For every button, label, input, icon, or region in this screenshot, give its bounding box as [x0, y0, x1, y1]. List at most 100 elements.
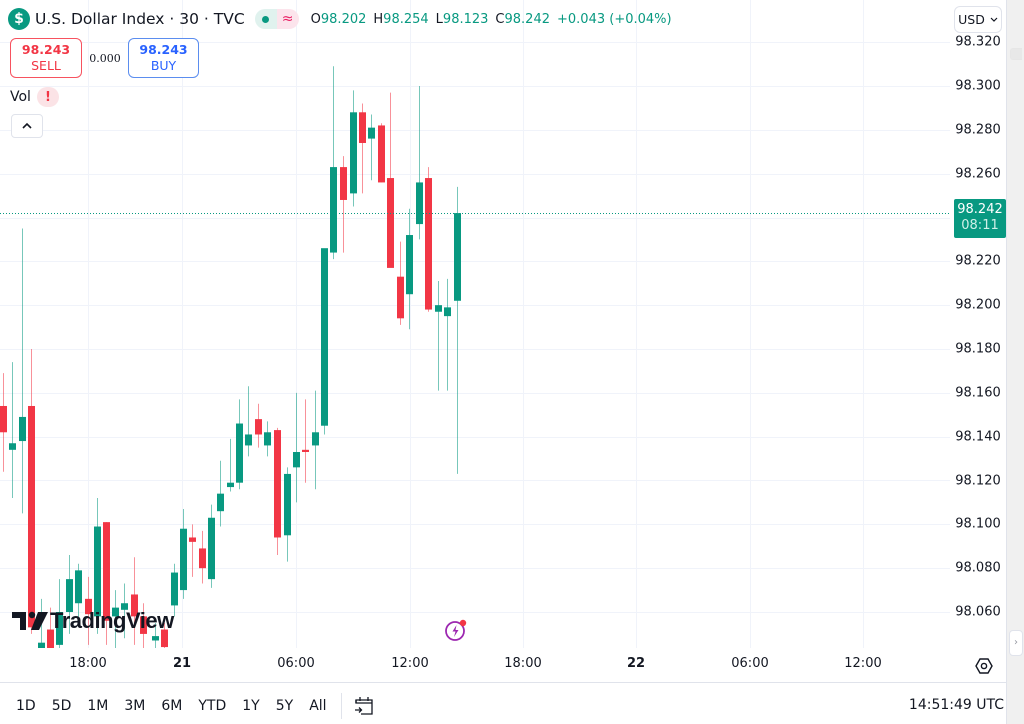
candle-up[interactable]: [121, 583, 128, 639]
range-button-1y[interactable]: 1Y: [242, 698, 260, 714]
candle-up[interactable]: [236, 399, 243, 490]
spread-value: 0.000: [89, 51, 121, 65]
range-button-5d[interactable]: 5D: [51, 698, 72, 714]
range-button-1m[interactable]: 1M: [87, 698, 109, 714]
candle-down[interactable]: [302, 399, 309, 483]
candle-up[interactable]: [245, 386, 252, 457]
sell-price: 98.243: [21, 42, 71, 57]
market-status-pill[interactable]: ≈: [254, 9, 299, 29]
tradingview-watermark[interactable]: TradingView: [12, 608, 174, 634]
dollar-symbol-icon: $: [8, 8, 30, 30]
candle-up[interactable]: [293, 392, 300, 503]
range-button-1d[interactable]: 1D: [16, 698, 36, 714]
time-axis-label: 06:00: [731, 656, 769, 671]
candle-down[interactable]: [340, 156, 347, 253]
range-button-3m[interactable]: 3M: [124, 698, 146, 714]
ohlc-values: O98.202 H98.254 L98.123 C98.242 +0.043 (…: [311, 12, 672, 27]
time-axis-label: 06:00: [277, 656, 315, 671]
collapse-legend-button[interactable]: [11, 114, 43, 138]
delayed-data-icon: ≈: [276, 9, 299, 29]
price-axis-label: 98.140: [955, 429, 1001, 445]
expand-panel-button[interactable]: ›: [1009, 630, 1023, 656]
candle-down[interactable]: [161, 622, 168, 648]
symbol-title[interactable]: U.S. Dollar Index · 30 · TVC: [35, 10, 245, 28]
candle-down[interactable]: [378, 123, 385, 183]
candle-down[interactable]: [131, 557, 138, 645]
candle-up[interactable]: [217, 460, 224, 527]
candle-down[interactable]: [28, 349, 35, 634]
sidebar-tab[interactable]: [1010, 48, 1022, 60]
candle-down[interactable]: [140, 603, 147, 648]
range-button-6m[interactable]: 6M: [161, 698, 183, 714]
candle-down[interactable]: [425, 167, 432, 312]
tradingview-logo-icon: [12, 611, 48, 630]
range-button-5y[interactable]: 5Y: [275, 698, 294, 714]
candle-down[interactable]: [255, 403, 262, 448]
time-axis-label: 12:00: [844, 656, 882, 671]
volume-label[interactable]: Vol: [10, 89, 31, 105]
candle-up[interactable]: [180, 508, 187, 599]
candle-down[interactable]: [359, 103, 366, 194]
time-axis-label: 22: [626, 656, 646, 671]
utc-clock[interactable]: 14:51:49 UTC: [908, 697, 1004, 713]
candle-down[interactable]: [47, 607, 54, 648]
candle-down[interactable]: [0, 373, 7, 472]
candle-up[interactable]: [208, 504, 215, 588]
toolbar-separator: [340, 693, 342, 719]
price-axis-label: 98.180: [955, 341, 1001, 357]
warning-icon[interactable]: !: [36, 87, 59, 107]
candle-down[interactable]: [85, 576, 92, 645]
candle-up[interactable]: [9, 362, 16, 499]
candle-down[interactable]: [387, 92, 394, 268]
candle-down[interactable]: [274, 427, 281, 556]
candle-up[interactable]: [454, 186, 461, 474]
candle-up[interactable]: [435, 281, 442, 391]
candle-down[interactable]: [189, 524, 196, 577]
candle-up[interactable]: [227, 438, 234, 492]
go-to-date-icon[interactable]: [352, 694, 376, 718]
time-axis[interactable]: 18:00 21 06:00 12:00 18:00 22 06:00 12:00: [0, 648, 1006, 682]
candle-up[interactable]: [330, 66, 337, 260]
range-button-ytd[interactable]: YTD: [198, 698, 227, 714]
candle-up[interactable]: [416, 86, 423, 240]
price-axis[interactable]: 98.320 98.300 98.280 98.260 98.220 98.200 98.1…: [950, 0, 1006, 648]
chart-settings-icon[interactable]: [974, 656, 994, 676]
candle-up[interactable]: [284, 467, 291, 562]
candle-up[interactable]: [112, 590, 119, 648]
candle-up[interactable]: [75, 563, 82, 623]
buy-button[interactable]: 98.243 BUY: [128, 38, 199, 78]
last-price-label: 98.242 08:11: [954, 199, 1006, 239]
candle-up[interactable]: [444, 278, 451, 391]
low-value: 98.123: [442, 11, 489, 27]
volume-indicator-legend: Vol !: [10, 87, 59, 107]
price-axis-label: 98.120: [955, 473, 1001, 488]
candle-up[interactable]: [152, 622, 159, 648]
candle-up[interactable]: [406, 208, 413, 330]
currency-selector[interactable]: USD: [954, 6, 1002, 33]
candle-down[interactable]: [397, 241, 404, 325]
candle-up[interactable]: [19, 228, 26, 514]
time-axis-label: 18:00: [69, 656, 107, 671]
candle-up[interactable]: [368, 114, 375, 181]
candle-up[interactable]: [56, 579, 63, 648]
sell-label: SELL: [31, 58, 61, 73]
price-axis-label: 98.320: [955, 34, 1001, 50]
candle-up[interactable]: [66, 555, 73, 634]
trade-panel: 98.243 SELL 0.000 98.243 BUY: [10, 38, 199, 78]
range-button-all[interactable]: All: [309, 698, 327, 714]
candle-up[interactable]: [350, 90, 357, 207]
candle-up[interactable]: [94, 498, 101, 634]
candlestick-plot[interactable]: [0, 0, 950, 648]
candle-up[interactable]: [264, 421, 271, 457]
candle-down[interactable]: [199, 530, 206, 584]
candle-up[interactable]: [171, 563, 178, 617]
candle-up[interactable]: [38, 598, 45, 648]
sell-button[interactable]: 98.243 SELL: [10, 38, 82, 78]
flash-notification-icon[interactable]: [444, 618, 468, 642]
candle-up[interactable]: [312, 390, 319, 490]
open-value: 98.202: [320, 11, 367, 27]
low-label: L: [435, 11, 443, 27]
candle-up[interactable]: [321, 248, 328, 435]
candle-down[interactable]: [103, 522, 110, 645]
chart-pane[interactable]: $ U.S. Dollar Index · 30 · TVC ≈ O98.202…: [0, 0, 950, 648]
